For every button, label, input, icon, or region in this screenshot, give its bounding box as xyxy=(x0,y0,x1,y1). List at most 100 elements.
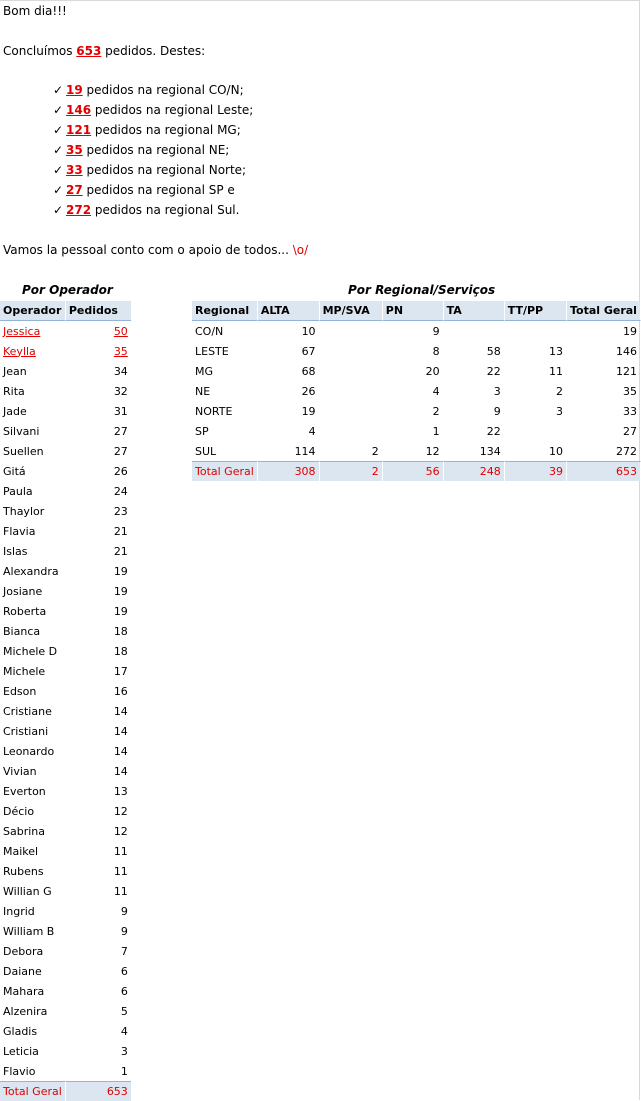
closing-emoticon: \o/ xyxy=(292,243,309,257)
operator-name: Roberta xyxy=(0,601,66,621)
operator-count: 9 xyxy=(120,924,128,938)
operator-name: Gitá xyxy=(0,461,66,481)
operator-count: 34 xyxy=(113,364,128,378)
operator-count: 32 xyxy=(113,384,128,398)
operator-name: Décio xyxy=(0,801,66,821)
operator-row: Leonardo 14 xyxy=(0,741,131,761)
operator-name: Flavia xyxy=(0,521,66,541)
bullet-count: 27 xyxy=(66,183,83,197)
operator-row: Maikel 11 xyxy=(0,841,131,861)
regional-header-row: Regional ALTA MP/SVA PN TA TT/PP Total Geral xyxy=(192,301,641,321)
regional-value: 19 xyxy=(258,401,320,421)
operator-row: Flavia 21 xyxy=(0,521,131,541)
operator-total-label: Total Geral xyxy=(0,1081,66,1101)
operator-count: 14 xyxy=(113,704,128,718)
operator-count: 18 xyxy=(113,644,128,658)
operator-count: 16 xyxy=(113,684,128,698)
operator-count: 27 xyxy=(113,424,128,438)
regional-value: 4 xyxy=(383,381,444,401)
regional-value: 12 xyxy=(383,441,444,461)
regional-section-title: Por Regional/Serviços xyxy=(348,283,496,297)
bullet-text: pedidos na regional Leste; xyxy=(91,103,254,117)
operator-total-value: 653 xyxy=(65,1081,131,1101)
regional-bullet-list: ✓ 19 pedidos na regional CO/N; ✓ 146 pedido… xyxy=(53,80,253,220)
operator-name: Edson xyxy=(0,681,66,701)
regional-total-label: Total Geral xyxy=(192,461,258,481)
operator-name: Alexandra xyxy=(0,561,66,581)
operator-name: Silvani xyxy=(0,421,66,441)
operator-row: Daiane 6 xyxy=(0,961,131,981)
regional-value xyxy=(444,321,505,341)
check-icon: ✓ xyxy=(53,123,64,137)
operator-count: 6 xyxy=(120,984,128,998)
operator-count: 21 xyxy=(113,524,128,538)
operator-count[interactable]: 50 xyxy=(113,324,128,338)
operator-name: Josiane xyxy=(0,581,66,601)
operator-row: Rita 32 xyxy=(0,381,131,401)
operator-row: Paula 24 xyxy=(0,481,131,501)
regional-name: LESTE xyxy=(192,341,258,361)
regional-header-cell: ALTA xyxy=(257,301,320,321)
operator-name: Willian G xyxy=(0,881,66,901)
bullet-count: 146 xyxy=(66,103,92,117)
operator-name: Debora xyxy=(0,941,66,961)
operator-name: Vivian xyxy=(0,761,66,781)
bullet-text: pedidos na regional NE; xyxy=(82,143,230,157)
operator-row: Vivian 14 xyxy=(0,761,131,781)
regional-value: 3 xyxy=(505,401,567,421)
operator-count: 18 xyxy=(113,624,128,638)
operator-row: Islas 21 xyxy=(0,541,131,561)
operator-row: Cristiani 14 xyxy=(0,721,131,741)
operator-header-value: Pedidos xyxy=(65,301,131,321)
operator-name: Cristiani xyxy=(0,721,66,741)
regional-value xyxy=(320,341,383,361)
operator-count: 1 xyxy=(120,1064,128,1078)
regional-value xyxy=(505,321,567,341)
regional-value: 114 xyxy=(258,441,320,461)
operator-count[interactable]: 35 xyxy=(113,344,128,358)
operator-name: Jade xyxy=(0,401,66,421)
regional-value: 27 xyxy=(567,421,641,441)
operator-name: Mahara xyxy=(0,981,66,1001)
regional-value: 22 xyxy=(444,421,505,441)
operator-row: Jade 31 xyxy=(0,401,131,421)
regional-value xyxy=(320,361,383,381)
operator-name: Michele D xyxy=(0,641,66,661)
operator-name: Maikel xyxy=(0,841,66,861)
operator-name: Flavio xyxy=(0,1061,66,1081)
operator-count: 21 xyxy=(113,544,128,558)
regional-header-cell: Total Geral xyxy=(566,301,641,321)
operator-count: 7 xyxy=(120,944,128,958)
operator-name[interactable]: Keylla xyxy=(0,341,66,361)
operator-name: Thaylor xyxy=(0,501,66,521)
regional-value: 2 xyxy=(320,441,383,461)
regional-value: 35 xyxy=(567,381,641,401)
operator-count: 19 xyxy=(113,604,128,618)
operator-name[interactable]: Jessica xyxy=(0,321,66,341)
intro-before: Concluímos xyxy=(3,44,77,58)
regional-value: 67 xyxy=(258,341,320,361)
regional-name: MG xyxy=(192,361,258,381)
closing-line: Vamos la pessoal conto com o apoio de to… xyxy=(3,243,308,257)
regional-total-value: 653 xyxy=(566,461,641,481)
regional-value: 13 xyxy=(505,341,567,361)
operator-count: 12 xyxy=(113,804,128,818)
closing-text: Vamos la pessoal conto com o apoio de to… xyxy=(3,243,293,257)
regional-value: 22 xyxy=(444,361,505,381)
intro-total: 653 xyxy=(76,44,102,58)
regional-value: 11 xyxy=(505,361,567,381)
check-icon: ✓ xyxy=(53,163,64,177)
bullet-count: 19 xyxy=(66,83,83,97)
regional-header-cell: TT/PP xyxy=(504,301,567,321)
operator-row: Edson 16 xyxy=(0,681,131,701)
regional-value: 3 xyxy=(444,381,505,401)
regional-value: 4 xyxy=(258,421,320,441)
operator-name: Paula xyxy=(0,481,66,501)
operator-row: Michele D 18 xyxy=(0,641,131,661)
operator-name: Michele xyxy=(0,661,66,681)
operator-name: Rubens xyxy=(0,861,66,881)
operator-row: Décio 12 xyxy=(0,801,131,821)
regional-value: 134 xyxy=(444,441,505,461)
operator-count: 24 xyxy=(113,484,128,498)
bullet-text: pedidos na regional Sul. xyxy=(91,203,240,217)
